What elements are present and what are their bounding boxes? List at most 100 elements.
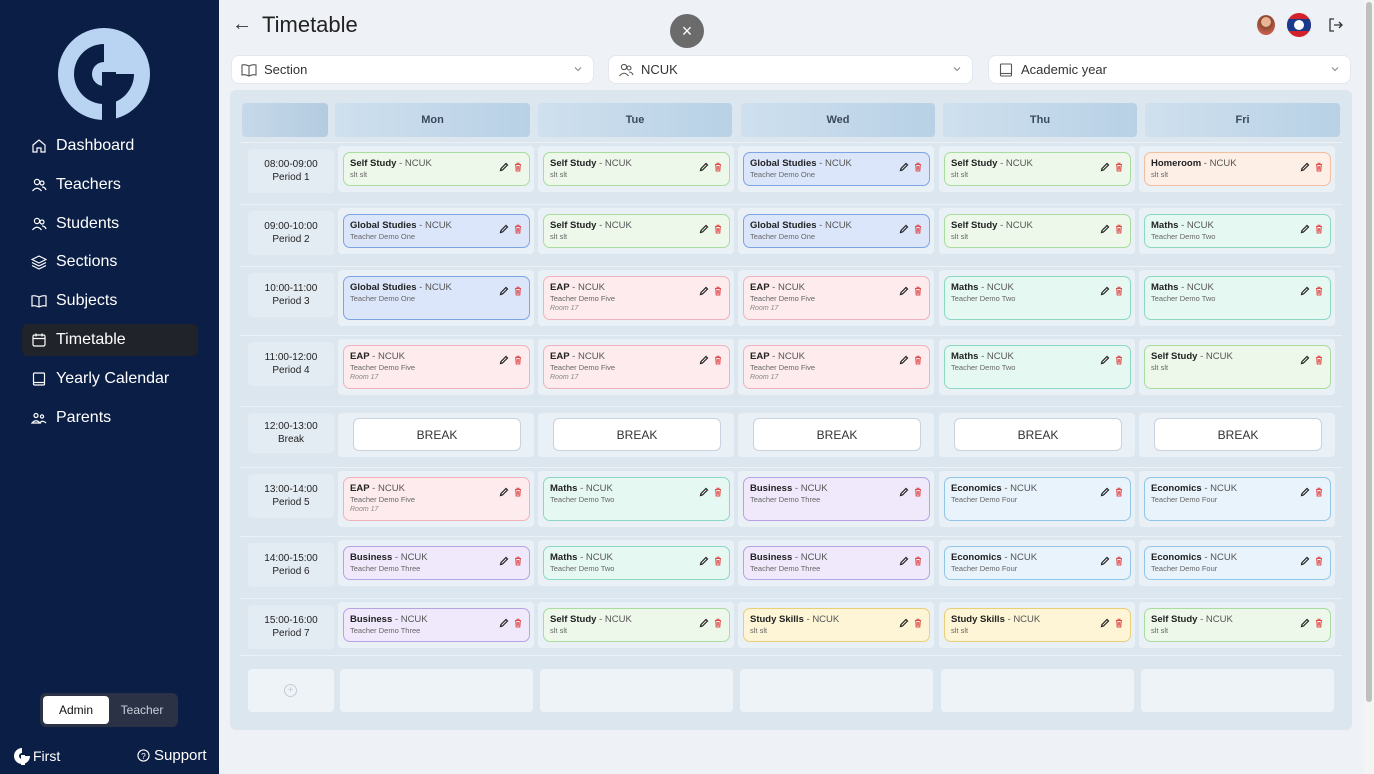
- lesson-card[interactable]: EAP - NCUK Teacher Demo Five Room 17: [543, 276, 730, 320]
- edit-icon[interactable]: [499, 352, 509, 370]
- lesson-card[interactable]: Global Studies - NCUK Teacher Demo One: [343, 276, 530, 320]
- lesson-card[interactable]: Maths - NCUK Teacher Demo Two: [1144, 214, 1331, 248]
- sidebar-item-yearly-calendar[interactable]: Yearly Calendar: [22, 363, 198, 395]
- add-period-icon[interactable]: +: [284, 684, 297, 697]
- break-button[interactable]: BREAK: [553, 418, 721, 451]
- delete-icon[interactable]: [1314, 221, 1324, 239]
- lesson-card[interactable]: Self Study - NCUK slt slt: [944, 152, 1131, 186]
- delete-icon[interactable]: [513, 283, 523, 301]
- delete-icon[interactable]: [513, 615, 523, 633]
- edit-icon[interactable]: [699, 615, 709, 633]
- edit-icon[interactable]: [899, 221, 909, 239]
- delete-icon[interactable]: [1314, 159, 1324, 177]
- close-button[interactable]: ×: [670, 14, 704, 48]
- delete-icon[interactable]: [913, 352, 923, 370]
- lesson-card[interactable]: Maths - NCUK Teacher Demo Two: [944, 345, 1131, 389]
- brand-footer[interactable]: First: [13, 747, 60, 765]
- empty-cell[interactable]: [941, 669, 1134, 712]
- edit-icon[interactable]: [899, 159, 909, 177]
- delete-icon[interactable]: [1314, 615, 1324, 633]
- lesson-card[interactable]: Global Studies - NCUK Teacher Demo One: [743, 214, 930, 248]
- delete-icon[interactable]: [1114, 159, 1124, 177]
- edit-icon[interactable]: [499, 159, 509, 177]
- edit-icon[interactable]: [899, 615, 909, 633]
- lesson-card[interactable]: Self Study - NCUK slt slt: [543, 214, 730, 248]
- edit-icon[interactable]: [499, 615, 509, 633]
- lesson-card[interactable]: Maths - NCUK Teacher Demo Two: [944, 276, 1131, 320]
- edit-icon[interactable]: [499, 283, 509, 301]
- delete-icon[interactable]: [913, 615, 923, 633]
- edit-icon[interactable]: [899, 352, 909, 370]
- group-select[interactable]: NCUK: [608, 55, 973, 84]
- delete-icon[interactable]: [513, 553, 523, 571]
- edit-icon[interactable]: [1300, 615, 1310, 633]
- lesson-card[interactable]: Self Study - NCUK slt slt: [1144, 608, 1331, 642]
- delete-icon[interactable]: [513, 221, 523, 239]
- language-flag-icon[interactable]: [1287, 13, 1311, 37]
- lesson-card[interactable]: Economics - NCUK Teacher Demo Four: [944, 477, 1131, 521]
- lesson-card[interactable]: Maths - NCUK Teacher Demo Two: [543, 546, 730, 580]
- section-select[interactable]: Section: [231, 55, 594, 84]
- edit-icon[interactable]: [499, 221, 509, 239]
- delete-icon[interactable]: [1314, 553, 1324, 571]
- lesson-card[interactable]: Business - NCUK Teacher Demo Three: [743, 546, 930, 580]
- scrollbar-thumb[interactable]: [1366, 2, 1372, 702]
- lesson-card[interactable]: EAP - NCUK Teacher Demo Five Room 17: [743, 276, 930, 320]
- sidebar-item-sections[interactable]: Sections: [22, 246, 198, 278]
- sidebar-item-teachers[interactable]: Teachers: [22, 169, 198, 201]
- lesson-card[interactable]: Business - NCUK Teacher Demo Three: [343, 608, 530, 642]
- edit-icon[interactable]: [1300, 553, 1310, 571]
- delete-icon[interactable]: [913, 283, 923, 301]
- avatar[interactable]: [1257, 15, 1275, 35]
- edit-icon[interactable]: [1100, 553, 1110, 571]
- lesson-card[interactable]: Economics - NCUK Teacher Demo Four: [944, 546, 1131, 580]
- break-button[interactable]: BREAK: [954, 418, 1122, 451]
- empty-cell[interactable]: [1141, 669, 1334, 712]
- edit-icon[interactable]: [699, 283, 709, 301]
- delete-icon[interactable]: [1114, 484, 1124, 502]
- edit-icon[interactable]: [1100, 159, 1110, 177]
- delete-icon[interactable]: [913, 159, 923, 177]
- delete-icon[interactable]: [1114, 221, 1124, 239]
- back-arrow-icon[interactable]: ←: [232, 13, 252, 35]
- lesson-card[interactable]: Self Study - NCUK slt slt: [1144, 345, 1331, 389]
- delete-icon[interactable]: [1314, 352, 1324, 370]
- lesson-card[interactable]: Homeroom - NCUK slt slt: [1144, 152, 1331, 186]
- delete-icon[interactable]: [513, 484, 523, 502]
- delete-icon[interactable]: [713, 615, 723, 633]
- break-button[interactable]: BREAK: [353, 418, 521, 451]
- edit-icon[interactable]: [499, 484, 509, 502]
- delete-icon[interactable]: [1114, 283, 1124, 301]
- edit-icon[interactable]: [1100, 221, 1110, 239]
- delete-icon[interactable]: [1314, 484, 1324, 502]
- lesson-card[interactable]: Economics - NCUK Teacher Demo Four: [1144, 546, 1331, 580]
- delete-icon[interactable]: [913, 484, 923, 502]
- sidebar-item-students[interactable]: Students: [22, 208, 198, 240]
- empty-cell[interactable]: [540, 669, 733, 712]
- lesson-card[interactable]: Business - NCUK Teacher Demo Three: [343, 546, 530, 580]
- delete-icon[interactable]: [513, 159, 523, 177]
- edit-icon[interactable]: [1100, 352, 1110, 370]
- lesson-card[interactable]: Study Skills - NCUK slt slt: [743, 608, 930, 642]
- edit-icon[interactable]: [1300, 352, 1310, 370]
- delete-icon[interactable]: [713, 283, 723, 301]
- sidebar-item-subjects[interactable]: Subjects: [22, 285, 198, 317]
- sidebar-item-parents[interactable]: Parents: [22, 402, 198, 434]
- scrollbar[interactable]: [1364, 0, 1374, 774]
- sidebar-item-timetable[interactable]: Timetable: [22, 323, 198, 356]
- delete-icon[interactable]: [713, 484, 723, 502]
- edit-icon[interactable]: [1100, 283, 1110, 301]
- break-button[interactable]: BREAK: [1154, 418, 1322, 451]
- lesson-card[interactable]: Self Study - NCUK slt slt: [543, 608, 730, 642]
- edit-icon[interactable]: [699, 159, 709, 177]
- lesson-card[interactable]: Self Study - NCUK slt slt: [543, 152, 730, 186]
- delete-icon[interactable]: [713, 352, 723, 370]
- lesson-card[interactable]: EAP - NCUK Teacher Demo Five Room 17: [743, 345, 930, 389]
- edit-icon[interactable]: [899, 553, 909, 571]
- edit-icon[interactable]: [699, 553, 709, 571]
- edit-icon[interactable]: [1300, 484, 1310, 502]
- delete-icon[interactable]: [713, 553, 723, 571]
- edit-icon[interactable]: [899, 283, 909, 301]
- lesson-card[interactable]: Global Studies - NCUK Teacher Demo One: [343, 214, 530, 248]
- delete-icon[interactable]: [713, 159, 723, 177]
